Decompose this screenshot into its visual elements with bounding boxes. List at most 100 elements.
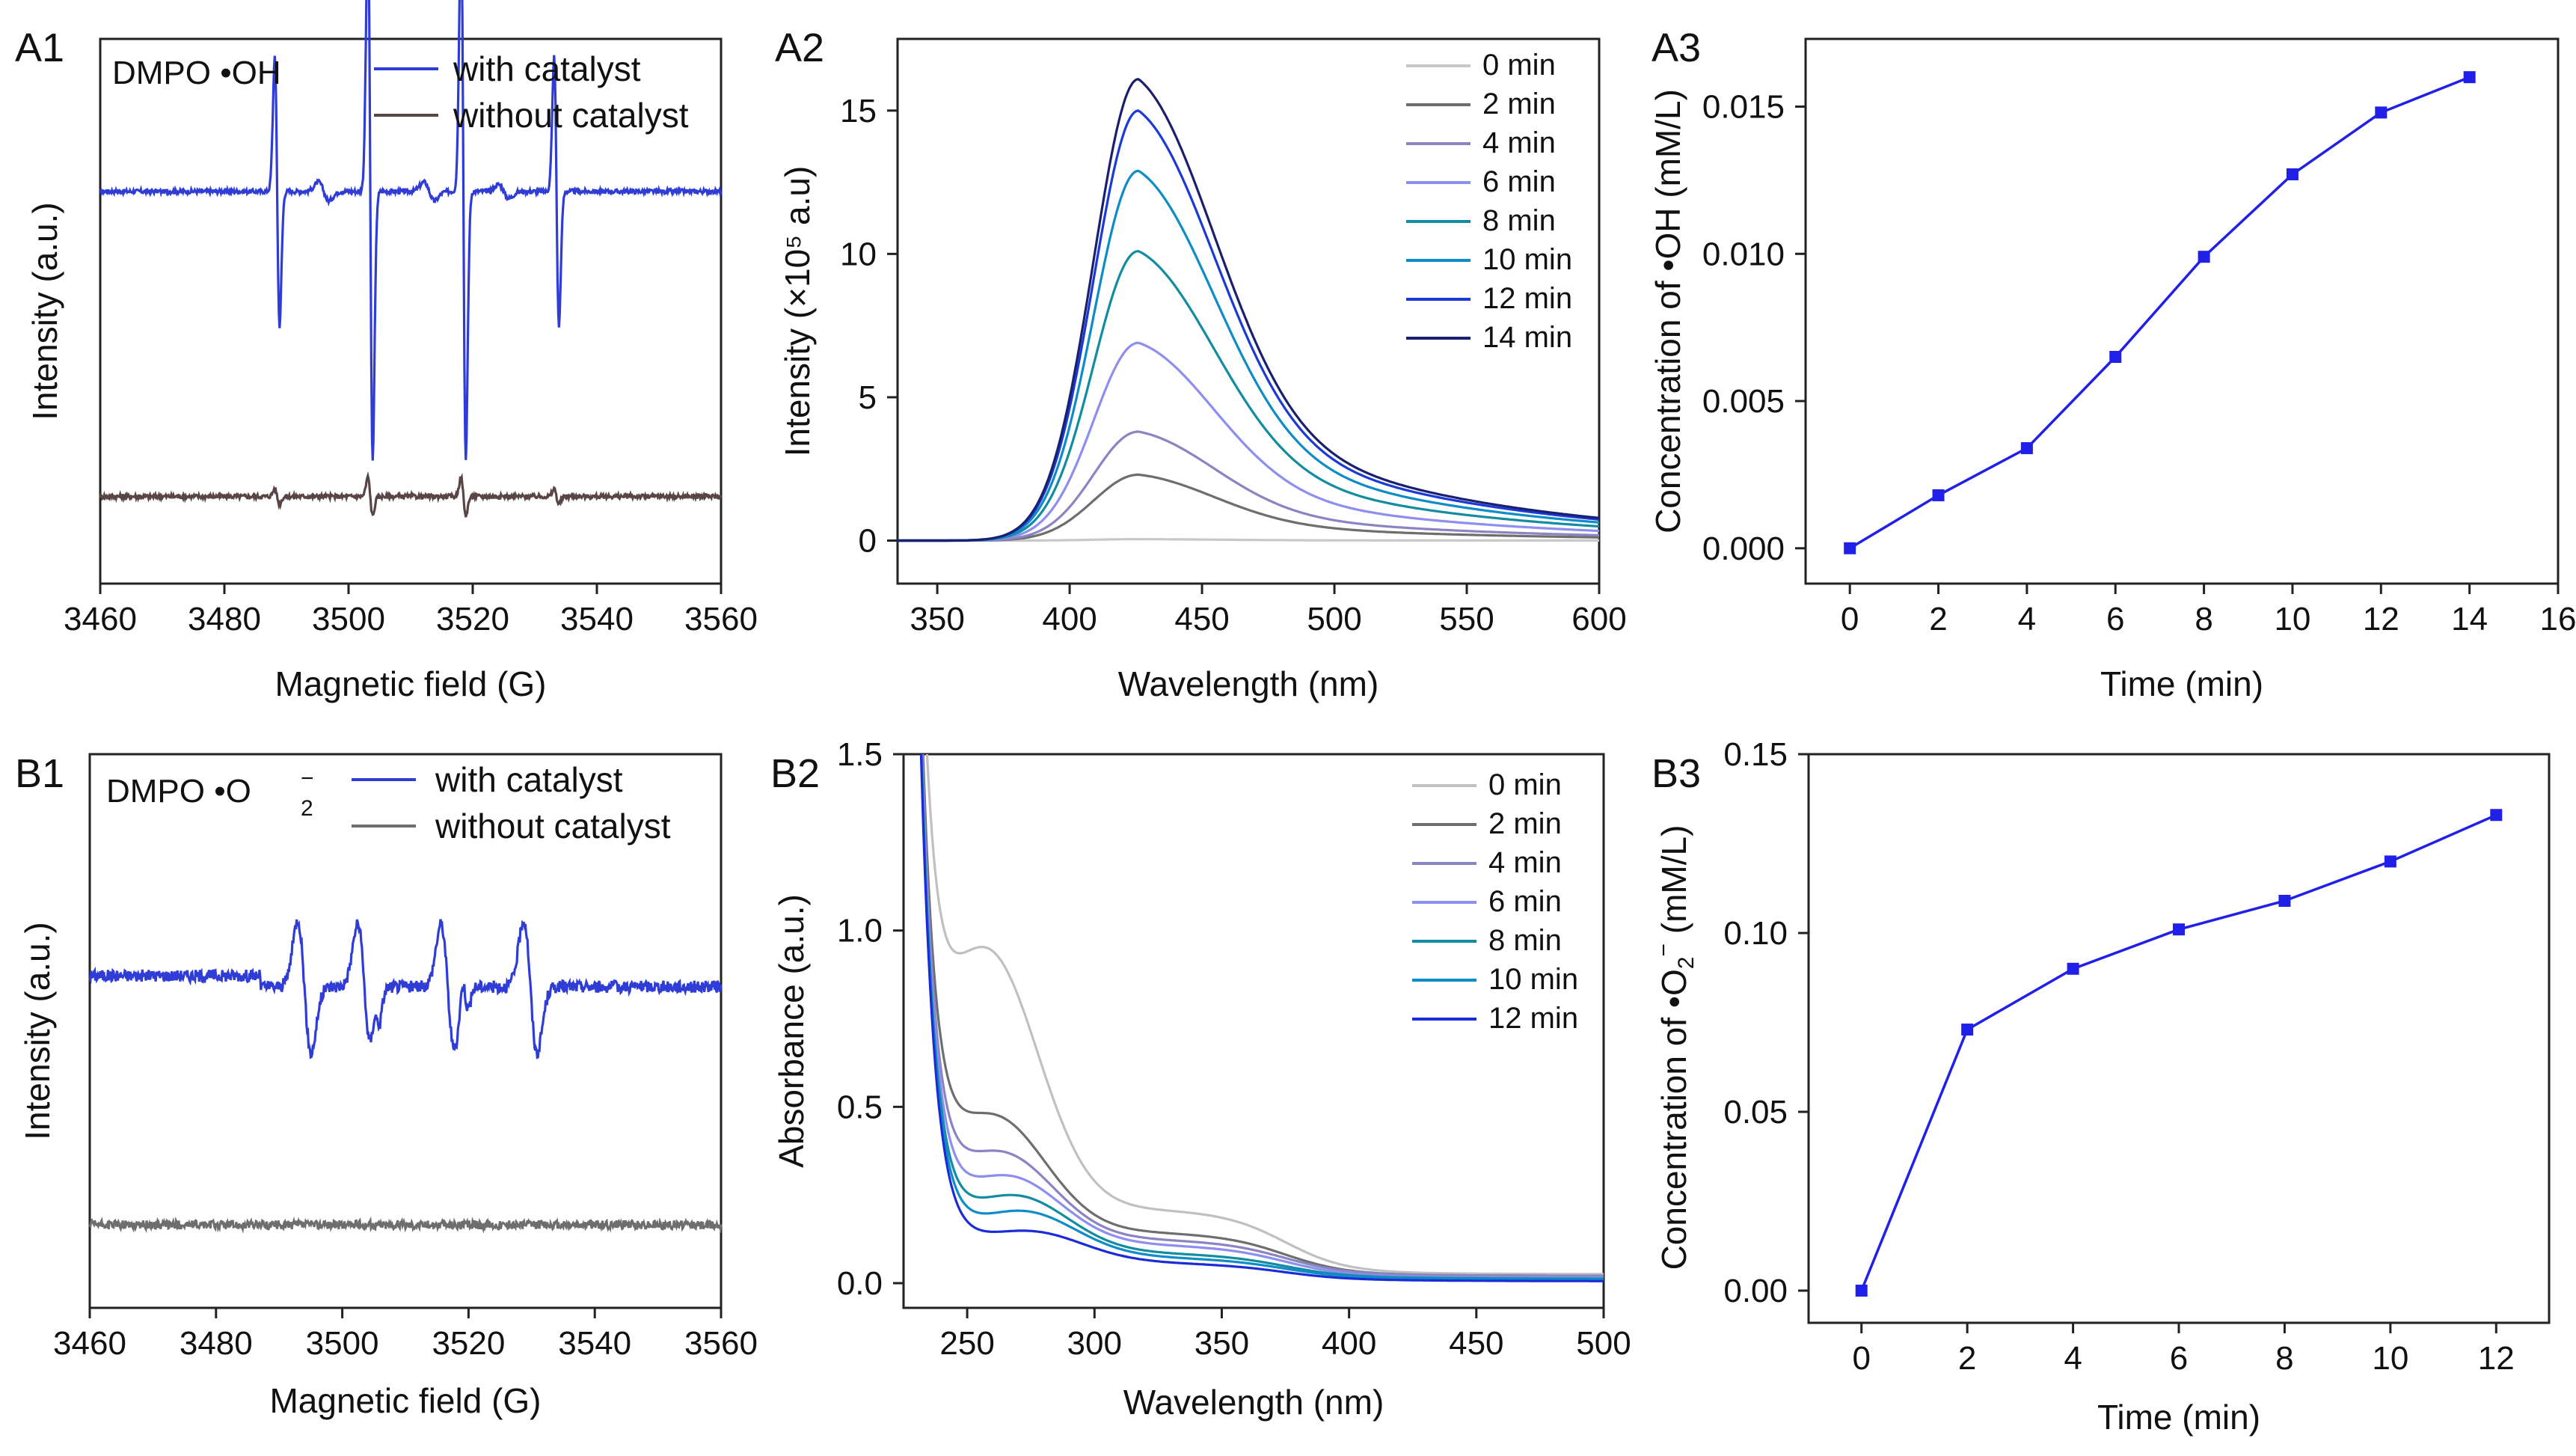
a2-xtick-label: 350 xyxy=(910,601,964,637)
a2-ytick-label: 10 xyxy=(840,236,877,272)
p6-xtick-label: 10 xyxy=(2372,1340,2408,1377)
p3-data-point xyxy=(2020,441,2033,454)
b1-annotation-main: DMPO •O xyxy=(106,773,251,810)
svg-text:DMPO •O: DMPO •O xyxy=(106,773,251,810)
p3-xtick-label: 0 xyxy=(1841,601,1859,637)
p3-data-point xyxy=(2286,168,2299,181)
p3-data-point xyxy=(2375,106,2388,119)
b1-series-without-catalyst xyxy=(88,1216,723,1234)
b2-xtick-label: 250 xyxy=(939,1325,994,1362)
a1-ylabel: Intensity (a.u.) xyxy=(25,202,64,420)
panel-label-a3: A3 xyxy=(1652,25,1701,70)
a1-xtick-label: 3560 xyxy=(684,601,758,637)
p6-data-point xyxy=(2384,855,2396,868)
p3-xtick-label: 12 xyxy=(2363,601,2399,637)
b2-ytick-label: 1.5 xyxy=(837,736,883,773)
b3-ylabel-sup: − xyxy=(1652,943,1676,957)
p6-xtick-label: 2 xyxy=(1958,1340,1976,1377)
panel-b1: B1 DMPO •O − 2 with catalyst without cat… xyxy=(15,751,758,1420)
b1-series-with-catalyst xyxy=(88,919,723,1059)
b3-ylabel-unit: (mM/L) xyxy=(1655,825,1693,943)
a2-xlabel: Wavelength (nm) xyxy=(1118,664,1379,703)
a2-legend-entry: 10 min xyxy=(1482,243,1572,276)
b1-xtick-label: 3460 xyxy=(53,1325,126,1362)
b2-xtick-label: 350 xyxy=(1195,1325,1249,1362)
b1-xtick-label: 3520 xyxy=(432,1325,505,1362)
a3-ylabel: Concentration of •OH (mM/L) xyxy=(1649,89,1687,533)
a2-legend-entry: 14 min xyxy=(1482,321,1572,354)
a1-legend-without: without catalyst xyxy=(453,96,689,135)
panel-label-b2: B2 xyxy=(770,751,820,796)
p3-ytick-label: 0.015 xyxy=(1702,89,1785,126)
b2-series-0-min xyxy=(925,754,1604,1276)
p6-xtick-label: 6 xyxy=(2170,1340,2188,1377)
p3-xtick-label: 6 xyxy=(2106,601,2124,637)
b2-ytick-label: 0.5 xyxy=(837,1089,883,1125)
p6-data-point xyxy=(2173,923,2185,936)
b3-ylabel-main: Concentration of •O xyxy=(1655,969,1693,1270)
a1-xlabel: Magnetic field (G) xyxy=(275,664,546,703)
a1-legend-with: with catalyst xyxy=(453,49,641,88)
p3-xtick-label: 4 xyxy=(2018,601,2036,637)
panel-a2: A2 0 min 2 min 4 min 6 min 8 min 10 min 12 min… xyxy=(775,25,1627,703)
p6-xtick-label: 0 xyxy=(1852,1340,1870,1377)
panel-label-a2: A2 xyxy=(775,25,824,70)
p3-xtick-label: 8 xyxy=(2195,601,2212,637)
panel-label-b1: B1 xyxy=(15,751,64,796)
b2-ylabel: Absorbance (a.u.) xyxy=(772,894,811,1168)
panel-a1: A1 DMPO •OH with catalyst without cataly… xyxy=(15,0,758,703)
a2-xtick-label: 550 xyxy=(1439,601,1494,637)
b2-legend-entry: 8 min xyxy=(1488,924,1562,957)
p3-xtick-label: 10 xyxy=(2274,601,2310,637)
a2-ytick-label: 15 xyxy=(840,93,877,129)
p3-data-point xyxy=(1844,542,1856,554)
p3-data-point xyxy=(2198,251,2210,263)
b2-legend-entry: 10 min xyxy=(1488,963,1578,996)
b1-annotation-sub: 2 xyxy=(301,796,313,821)
a1-series-with-catalyst xyxy=(99,0,723,461)
p6-ytick-label: 0.00 xyxy=(1723,1273,1788,1309)
a2-series-8-min xyxy=(898,249,1600,542)
a2-xtick-label: 500 xyxy=(1307,601,1361,637)
p6-data-point xyxy=(2278,894,2291,907)
p6-data-point xyxy=(1855,1284,1868,1297)
a1-xtick-label: 3540 xyxy=(560,601,634,637)
b2-legend-entry: 12 min xyxy=(1488,1002,1578,1035)
b1-xtick-label: 3500 xyxy=(306,1325,379,1362)
a2-legend-entry: 0 min xyxy=(1482,49,1556,82)
a1-series-without-catalyst xyxy=(99,471,723,518)
b2-series-12-min xyxy=(919,754,1604,1282)
a3-xlabel: Time (min) xyxy=(2100,664,2263,703)
p3-data-point xyxy=(1932,489,1945,501)
b1-xtick-label: 3540 xyxy=(558,1325,631,1362)
b2-xtick-label: 400 xyxy=(1322,1325,1376,1362)
b1-xtick-label: 3560 xyxy=(684,1325,758,1362)
p6-xtick-label: 8 xyxy=(2275,1340,2293,1377)
p6-xtick-label: 12 xyxy=(2478,1340,2515,1377)
b1-ylabel: Intensity (a.u.) xyxy=(18,922,57,1140)
panel-b2: B2 0 min 2 min 4 min 6 min 8 min 10 min 12 min… xyxy=(770,736,1631,1422)
b3-ylabel: Concentration of •O2− (mM/L) xyxy=(1652,825,1699,1270)
a1-xtick-label: 3500 xyxy=(312,601,385,637)
b2-legend-entry: 0 min xyxy=(1488,768,1562,801)
b2-series-10-min xyxy=(920,754,1604,1281)
p3-series-line xyxy=(1849,76,2471,550)
p3-ytick-label: 0.000 xyxy=(1702,530,1785,567)
p6-ytick-label: 0.05 xyxy=(1723,1094,1788,1131)
a2-ytick-label: 0 xyxy=(859,523,877,560)
a2-xtick-label: 450 xyxy=(1174,601,1229,637)
p6-data-point xyxy=(1961,1024,1974,1036)
p3-ytick-label: 0.005 xyxy=(1702,383,1785,420)
p3-ytick-label: 0.010 xyxy=(1702,236,1785,272)
p6-data-point xyxy=(2067,962,2079,975)
b2-legend-entry: 4 min xyxy=(1488,846,1562,879)
b2-ytick-label: 1.0 xyxy=(837,913,883,949)
p3-data-point xyxy=(2463,71,2476,84)
b1-annotation: DMPO •O − 2 xyxy=(106,766,314,821)
p3-xtick-label: 2 xyxy=(1929,601,1947,637)
a2-series-14-min xyxy=(898,77,1600,542)
b2-series-8-min xyxy=(920,754,1604,1280)
a2-series-4-min xyxy=(898,430,1600,542)
b2-plot-frame xyxy=(902,753,1605,1309)
